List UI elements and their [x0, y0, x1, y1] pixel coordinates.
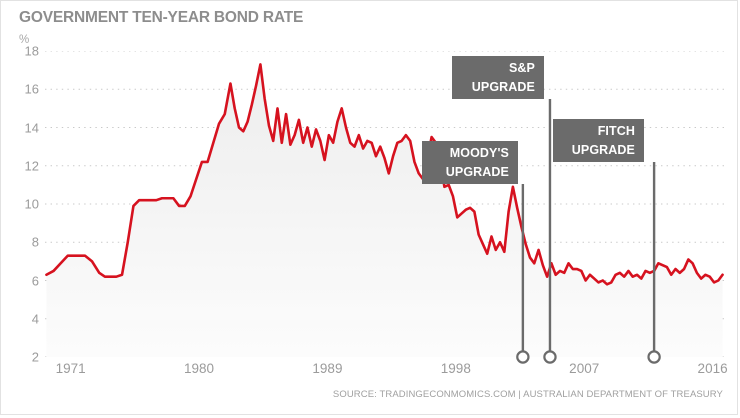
y-axis-tick-label: 12: [24, 158, 39, 174]
annotation-label-moodys[interactable]: MOODY'S UPGRADE: [422, 141, 518, 184]
source-caption: SOURCE: TRADINGECONMOMICS.COM | AUSTRALI…: [332, 389, 723, 400]
annotation-label-sp[interactable]: S&P UPGRADE: [452, 56, 544, 99]
x-axis-tick-label: 1980: [184, 361, 215, 376]
y-axis-tick-label: 6: [31, 273, 39, 288]
x-axis: 1971 1980 1989 1998 2007 2016: [1, 361, 739, 383]
chart-svg: [45, 51, 724, 357]
x-axis-tick-label: 1998: [440, 361, 471, 376]
annotation-label-fitch[interactable]: FITCH UPGRADE: [553, 119, 644, 162]
y-axis-tick-label: 10: [24, 196, 39, 212]
y-axis-tick-label: 4: [31, 311, 39, 327]
y-axis-tick-label: 2: [31, 349, 39, 365]
x-axis-tick-label: 2016: [697, 361, 728, 376]
page-title: GOVERNMENT TEN-YEAR BOND RATE: [19, 9, 304, 26]
series-line: [45, 63, 724, 286]
y-axis: 18 16 14 12 10 8 6 4 2: [9, 1, 39, 418]
plot-area: [45, 51, 724, 357]
series-area: [46, 64, 723, 357]
y-axis-tick-label: 18: [24, 43, 39, 59]
y-axis-tick-label: 16: [24, 81, 39, 97]
y-axis-tick-label: 8: [31, 234, 39, 250]
y-axis-unit-label: %: [19, 34, 30, 46]
x-axis-tick-label: 2007: [569, 361, 600, 376]
x-axis-tick-label: 1971: [55, 361, 86, 376]
x-axis-tick-label: 1989: [312, 361, 343, 376]
y-axis-tick-label: 14: [24, 120, 39, 135]
